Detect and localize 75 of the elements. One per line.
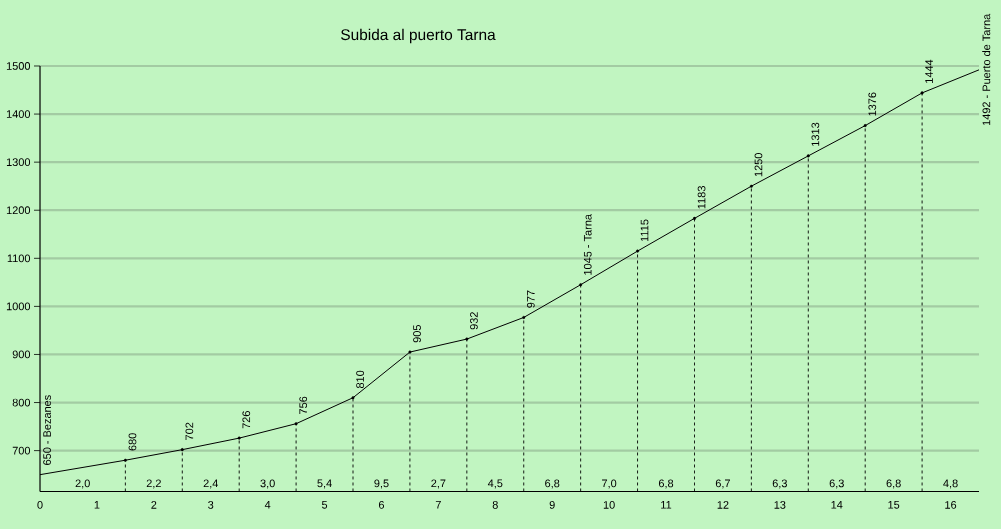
data-label: 702 [185,422,194,440]
data-label: 756 [299,396,308,414]
annotation: 4,5 [487,479,503,489]
y-tick-label: 700 [12,446,31,455]
x-tick-label: 0 [37,501,43,509]
y-tick-label: 1500 [6,62,31,70]
annotation: 2,4 [203,479,219,489]
data-label: 1492 - Puerto de Tarna [982,13,991,126]
x-tick-label: 4 [264,501,271,509]
point [692,216,696,220]
annotation: 6,3 [829,479,844,489]
point [180,448,184,452]
point [351,396,355,400]
data-label: 977 [526,290,535,308]
point [237,436,241,440]
y-tick-label: 1100 [7,254,31,263]
x-tick-label: 1 [94,501,100,509]
x-tick-label: 2 [151,501,157,509]
y-tick-label: 1300 [6,158,31,167]
data-label: 932 [470,312,478,330]
annotation: 6,8 [658,479,674,489]
y-tick-label: 1200 [6,206,31,215]
annotation: 9,5 [374,479,389,489]
point [522,315,526,319]
annotation: 2,7 [431,479,446,489]
x-tick-label: 11 [661,501,672,509]
annotation: 6,3 [772,479,787,489]
y-tick-label: 1400 [6,110,31,118]
point [863,124,867,128]
annotation: 6,7 [715,479,730,489]
data-label: 810 [356,370,364,389]
point [123,458,127,462]
annotation: 6,8 [886,479,901,489]
annotation: 7,0 [602,479,617,489]
x-tick-label: 13 [774,501,786,509]
annotation: 6,8 [545,479,560,489]
x-tick-label: 5 [321,501,328,509]
point [920,91,924,95]
point [636,249,640,253]
data-label: 1045 - Tarna [583,214,592,275]
x-tick-label: 16 [945,501,957,509]
point [749,184,753,188]
annotation: 2,2 [146,479,161,489]
data-label: 1115 [640,219,649,242]
annotation: 5,4 [317,479,332,489]
point [579,283,583,287]
data-label: 650 - Bezanes [43,395,51,465]
data-label: 680 [128,433,137,451]
data-label: 1183 [697,186,706,209]
y-tick-label: 1000 [6,302,31,311]
x-tick-label: 7 [435,501,441,509]
chart-title: Subida al puerto Tarna [341,28,496,44]
y-tick-label: 900 [12,350,31,359]
x-tick-label: 14 [831,501,843,509]
data-label: 1313 [811,122,820,146]
data-label: 1376 [868,92,877,116]
point [806,154,810,158]
data-label: 1444 [925,59,933,83]
point [465,337,469,341]
x-tick-label: 8 [492,501,498,509]
x-tick-label: 6 [378,501,385,509]
data-label: 726 [242,411,251,429]
x-tick-label: 12 [717,501,729,509]
y-tick-label: 800 [12,398,31,407]
data-label: 1250 [754,153,763,177]
point [408,350,412,354]
x-tick-label: 15 [888,501,900,509]
annotation: 2,0 [75,479,90,489]
x-tick-label: 10 [603,501,615,509]
x-tick-label: 9 [549,501,555,509]
x-tick-label: 3 [208,501,214,509]
annotation: 4,8 [943,479,958,489]
point [294,422,298,426]
annotation: 3,0 [260,479,275,489]
data-label: 905 [413,325,421,343]
